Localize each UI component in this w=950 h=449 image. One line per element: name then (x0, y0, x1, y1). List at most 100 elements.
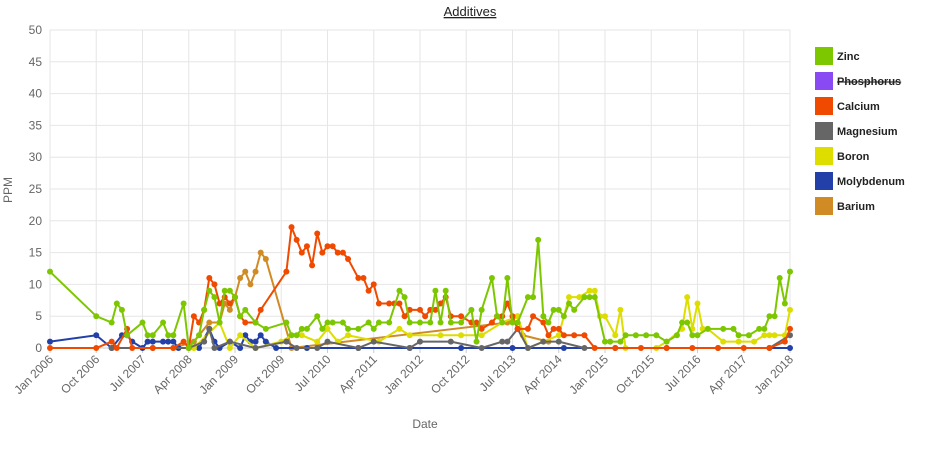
data-point (365, 319, 372, 326)
data-point (242, 268, 249, 275)
x-tick-label: Apr 2008 (151, 352, 196, 397)
data-point (766, 345, 773, 351)
data-point (735, 332, 742, 339)
x-tick-label: Jan 2006 (11, 352, 56, 397)
data-point (314, 338, 321, 345)
data-point (694, 300, 701, 307)
data-point (252, 345, 259, 351)
data-point (47, 345, 53, 351)
data-point (509, 345, 516, 351)
data-point (355, 345, 362, 351)
data-point (781, 338, 788, 345)
data-point (283, 319, 290, 326)
data-point (196, 345, 203, 351)
y-tick-label: 5 (35, 309, 42, 323)
data-point (355, 275, 362, 282)
data-point (324, 338, 331, 345)
data-point (360, 275, 367, 282)
data-point (427, 319, 434, 326)
x-axis-label: Date (412, 417, 438, 431)
data-point (581, 345, 588, 351)
data-point (704, 325, 711, 332)
data-point (144, 332, 151, 339)
x-tick-label: Apr 2014 (521, 352, 566, 397)
data-point (309, 262, 316, 269)
data-point (257, 249, 264, 256)
data-point (437, 300, 444, 307)
data-point (560, 313, 567, 320)
data-point (617, 306, 624, 313)
data-point (586, 294, 593, 301)
data-point (345, 332, 352, 339)
data-point (740, 345, 747, 351)
x-tick-label: Jan 2009 (196, 352, 241, 397)
data-point (761, 332, 768, 339)
data-point (766, 313, 773, 320)
x-tick-label: Jul 2010 (292, 352, 334, 394)
data-point (781, 300, 788, 307)
legend-swatch (815, 172, 833, 190)
data-point (607, 338, 614, 345)
series-line (111, 325, 791, 350)
data-point (406, 345, 413, 351)
data-point (283, 338, 290, 345)
data-point (288, 332, 295, 339)
data-point (257, 332, 264, 339)
data-point (149, 345, 156, 351)
data-point (201, 306, 208, 313)
data-point (47, 338, 53, 345)
data-point (226, 300, 233, 307)
data-point (206, 287, 213, 294)
legend-item[interactable]: Phosphorus (815, 72, 901, 90)
data-point (555, 332, 562, 339)
data-point (447, 338, 454, 345)
x-tick-label: Jan 2012 (381, 352, 426, 397)
legend-item[interactable]: Boron (815, 147, 870, 165)
chart-title: Additives (444, 4, 497, 19)
data-point (180, 338, 187, 345)
y-tick-label: 25 (29, 182, 43, 196)
data-point (262, 338, 269, 345)
data-point (329, 319, 336, 326)
legend-item[interactable]: Calcium (815, 97, 880, 115)
data-point (339, 249, 346, 256)
legend-swatch (815, 72, 833, 90)
data-point (689, 332, 696, 339)
data-point (355, 325, 362, 332)
legend-item[interactable]: Magnesium (815, 122, 898, 140)
legend-item[interactable]: Zinc (815, 47, 860, 65)
data-point (432, 306, 439, 313)
data-point (745, 332, 752, 339)
x-tick-label: Apr 2011 (336, 352, 380, 396)
data-point (488, 319, 495, 326)
legend-item[interactable]: Molybdenum (815, 172, 905, 190)
data-point (571, 332, 578, 339)
data-point (226, 338, 233, 345)
data-point (339, 319, 346, 326)
data-point (494, 313, 501, 320)
data-point (196, 332, 203, 339)
data-point (591, 294, 598, 301)
data-point (514, 319, 521, 326)
data-point (303, 325, 310, 332)
legend-swatch (815, 122, 833, 140)
data-point (226, 306, 233, 313)
legend-label: Magnesium (837, 126, 898, 138)
data-point (571, 306, 578, 313)
data-point (206, 325, 213, 332)
data-point (386, 300, 393, 307)
y-tick-label: 20 (29, 214, 43, 228)
data-point (422, 313, 429, 320)
data-point (237, 345, 244, 351)
data-point (478, 345, 485, 351)
data-point (406, 332, 413, 339)
data-point (468, 306, 475, 313)
data-point (540, 313, 547, 320)
data-point (586, 287, 593, 294)
data-point (478, 332, 485, 339)
legend-item[interactable]: Barium (815, 197, 875, 215)
data-point (345, 325, 352, 332)
data-point (324, 319, 331, 326)
data-point (787, 325, 793, 332)
data-point (211, 281, 218, 288)
